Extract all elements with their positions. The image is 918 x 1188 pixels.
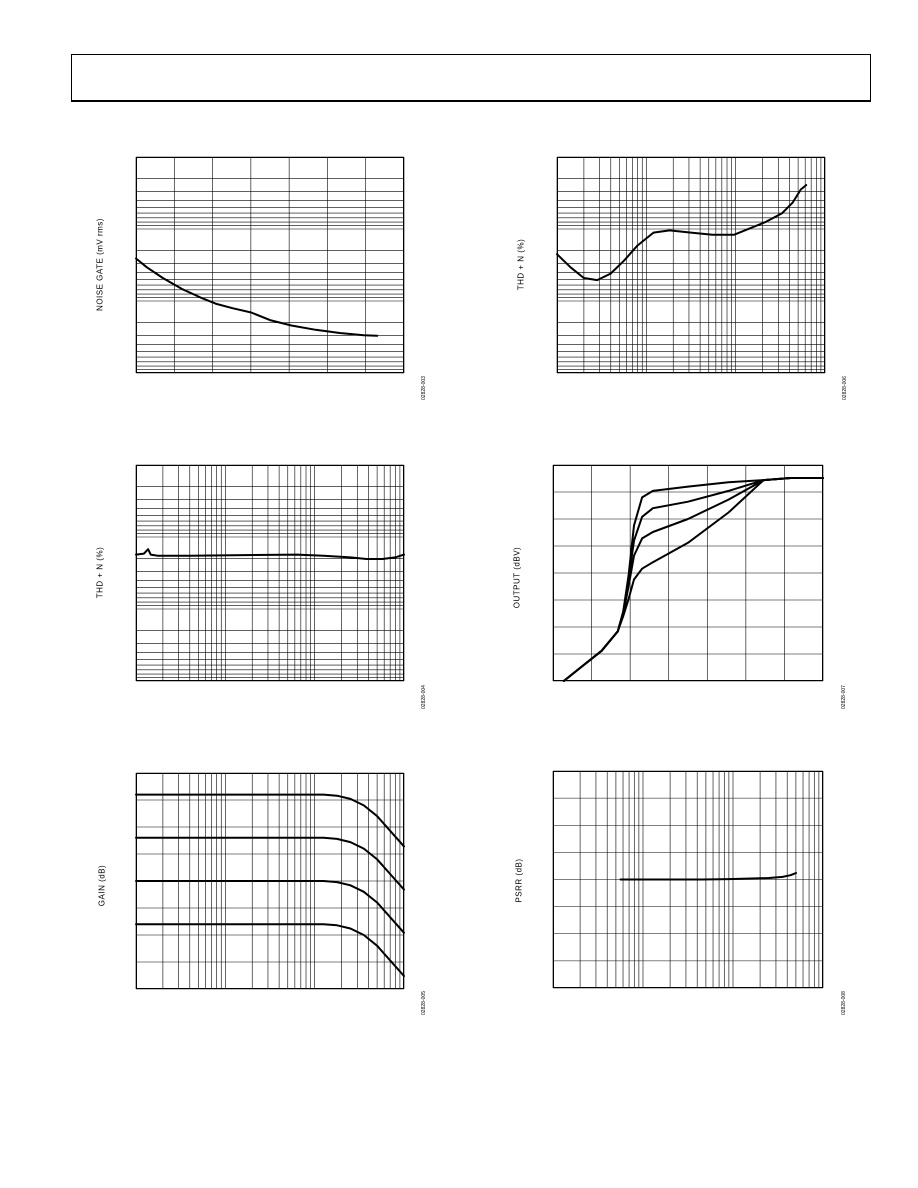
series-line-1 [619,872,797,881]
plot-frame [136,157,404,373]
series-line-3 [135,880,405,934]
plot-area-output-vs-input [552,464,824,682]
plot-frame [557,157,825,373]
gridlines [135,464,405,682]
series-line-4 [135,923,405,977]
figure-code-gain-vs-frequency: 02828-005 [421,991,427,1015]
ylabel-gain-vs-frequency: GAIN (dB) [97,864,107,907]
plot-frame [553,771,823,988]
plot-area-thd-vs-power [556,156,826,374]
ylabel-thd-vs-frequency: THD + N (%) [95,546,105,599]
gridlines [556,156,826,374]
chart-panel-output-vs-input [552,464,824,682]
plot-area-thd-vs-frequency [135,464,405,682]
series-line-4 [562,477,824,682]
gridlines [135,156,405,374]
plot-area-gain-vs-frequency [135,772,405,990]
chart-panel-psrr-vs-frequency [552,770,824,989]
series-line-1 [135,793,405,848]
chart-panel-thd-vs-frequency [135,464,405,682]
ylabel-psrr-vs-frequency: PSRR (dB) [514,858,524,903]
series-line-1 [135,548,405,560]
figure-code-psrr-vs-frequency: 02828-008 [841,991,847,1015]
plot-area-noise-gate [135,156,405,374]
chart-panel-noise-gate [135,156,405,374]
ylabel-output-vs-input: OUTPUT (dBV) [512,546,522,609]
plot-frame [136,465,404,681]
plot-frame [553,465,823,681]
ylabel-noise-gate: NOISE GATE (mV rms) [95,218,105,311]
figure-code-output-vs-input: 02828-007 [841,685,847,709]
figure-code-noise-gate: 02828-003 [421,376,427,400]
series-line-1 [556,184,808,282]
chart-panel-thd-vs-power [556,156,826,374]
plot-area-psrr-vs-frequency [552,770,824,989]
chart-panel-gain-vs-frequency [135,772,405,990]
series-line-2 [135,836,405,891]
page-header-box [71,54,871,102]
gridlines [552,464,824,682]
ylabel-thd-vs-power: THD + N (%) [516,238,526,291]
series-line-1 [135,257,379,337]
figure-code-thd-vs-frequency: 02828-004 [421,685,427,709]
figure-code-thd-vs-power: 02828-006 [842,376,848,400]
